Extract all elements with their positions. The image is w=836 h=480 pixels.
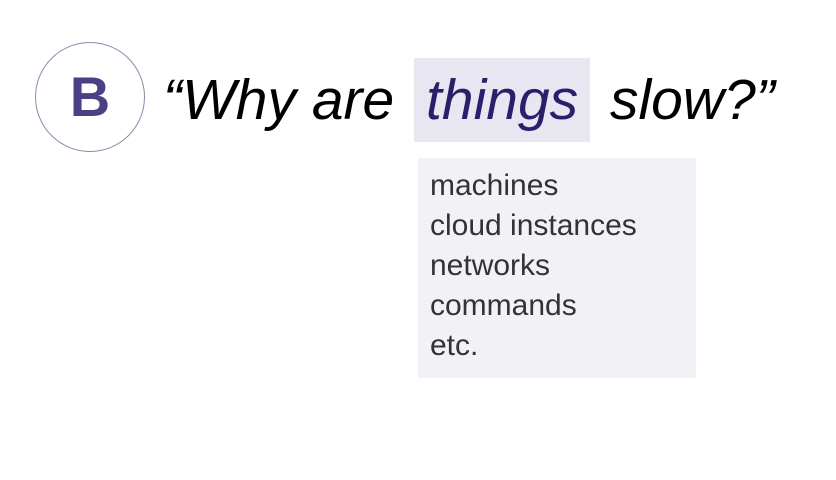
headline-suffix: slow?”: [610, 68, 775, 132]
option-item[interactable]: etc.: [430, 329, 479, 362]
option-item[interactable]: networks: [430, 249, 551, 282]
headline-question: “Why are things slow?”: [163, 58, 775, 142]
option-item[interactable]: machines: [430, 169, 559, 202]
letter-badge: B: [35, 42, 145, 152]
highlighted-word[interactable]: things: [414, 58, 591, 142]
badge-letter: B: [69, 65, 111, 128]
headline-prefix: “Why are: [163, 68, 395, 132]
option-item[interactable]: commands: [430, 289, 577, 322]
options-list: machines cloud instances networks comman…: [418, 158, 696, 378]
option-item[interactable]: cloud instances: [430, 209, 637, 242]
